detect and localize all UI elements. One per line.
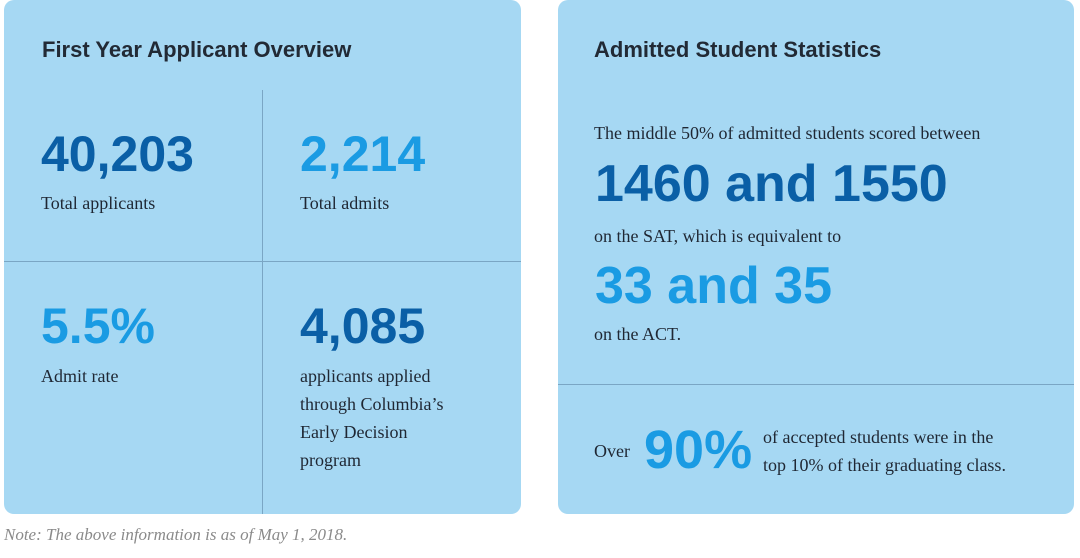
- early-decision-label-line: applicants applied: [300, 366, 431, 386]
- total-admits-value: 2,214: [300, 126, 426, 182]
- act-text: on the ACT.: [594, 324, 682, 344]
- act-range-value: 33 and 35: [595, 257, 833, 315]
- sat-text: on the SAT, which is equivalent to: [594, 226, 842, 246]
- horizontal-divider: [558, 384, 1074, 385]
- total-applicants-value: 40,203: [41, 126, 194, 182]
- sat-range-value: 1460 and 1550: [595, 155, 948, 213]
- early-decision-value: 4,085: [300, 298, 426, 354]
- top-ten-percent-text-line: of accepted students were in the: [763, 427, 994, 447]
- top-ten-percent-value: 90%: [644, 420, 753, 480]
- top-ten-percent-text: of accepted students were in the top 10%…: [763, 423, 1006, 479]
- early-decision-label-line: through Columbia’s: [300, 394, 444, 414]
- total-admits-label: Total admits: [300, 193, 390, 213]
- over-label: Over: [594, 441, 630, 461]
- horizontal-divider: [4, 261, 521, 262]
- middle-50-intro: The middle 50% of admitted students scor…: [594, 123, 981, 143]
- vertical-divider: [262, 90, 263, 514]
- admit-rate-label: Admit rate: [41, 366, 119, 386]
- early-decision-label-line: Early Decision: [300, 422, 408, 442]
- applicant-overview-card: First Year Applicant Overview 40,203 Tot…: [4, 0, 521, 514]
- total-applicants-label: Total applicants: [41, 193, 156, 213]
- admitted-statistics-card: Admitted Student Statistics The middle 5…: [558, 0, 1074, 514]
- admit-rate-value: 5.5%: [41, 298, 155, 354]
- as-of-note: Note: The above information is as of May…: [4, 525, 348, 544]
- applicant-overview-title: First Year Applicant Overview: [42, 37, 352, 62]
- early-decision-label: applicants applied through Columbia’s Ea…: [300, 362, 444, 474]
- top-ten-percent-text-line: top 10% of their graduating class.: [763, 455, 1006, 475]
- admitted-statistics-title: Admitted Student Statistics: [594, 37, 882, 62]
- early-decision-label-line: program: [300, 450, 361, 470]
